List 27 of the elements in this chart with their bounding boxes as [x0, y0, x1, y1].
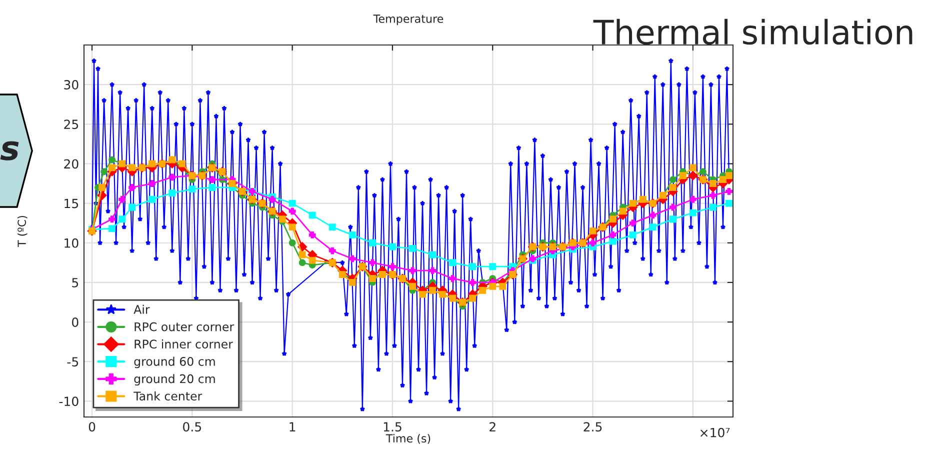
- legend-label: ground 60 cm: [134, 356, 215, 368]
- y-tick-label: 30: [64, 80, 78, 90]
- x-tick-label: 2: [490, 422, 496, 432]
- y-tick-label: 0: [72, 317, 78, 327]
- x-tick-label: 1: [290, 422, 296, 432]
- legend-label: Tank center: [134, 391, 202, 401]
- x-tick-label: 2.5: [584, 422, 602, 432]
- y-tick-label: 25: [64, 120, 78, 130]
- x-tick-label: 0: [88, 422, 96, 432]
- chart-title: Temperature: [373, 14, 444, 26]
- y-tick-label: -5: [67, 357, 78, 367]
- legend-label: RPC inner corner: [134, 339, 233, 349]
- x-axis-title: Time (s): [386, 434, 430, 444]
- x-tick-label: 1.5: [384, 422, 402, 432]
- legend-label: ground 20 cm: [134, 374, 215, 386]
- y-tick-label: 5: [72, 278, 78, 288]
- text: s: [0, 141, 19, 160]
- legend-label: Air: [134, 304, 150, 314]
- y-tick-label: 15: [64, 198, 78, 208]
- y-axis-title: T (ºC): [17, 216, 28, 248]
- text: Thermal simulation: [593, 18, 912, 45]
- x-tick-label: 0.5: [183, 422, 202, 432]
- y-tick-label: -10: [59, 396, 78, 406]
- text: ×10⁷: [700, 428, 730, 438]
- legend-label: RPC outer corner: [134, 322, 234, 332]
- y-tick-label: 20: [64, 159, 78, 169]
- y-tick-label: 10: [64, 238, 78, 248]
